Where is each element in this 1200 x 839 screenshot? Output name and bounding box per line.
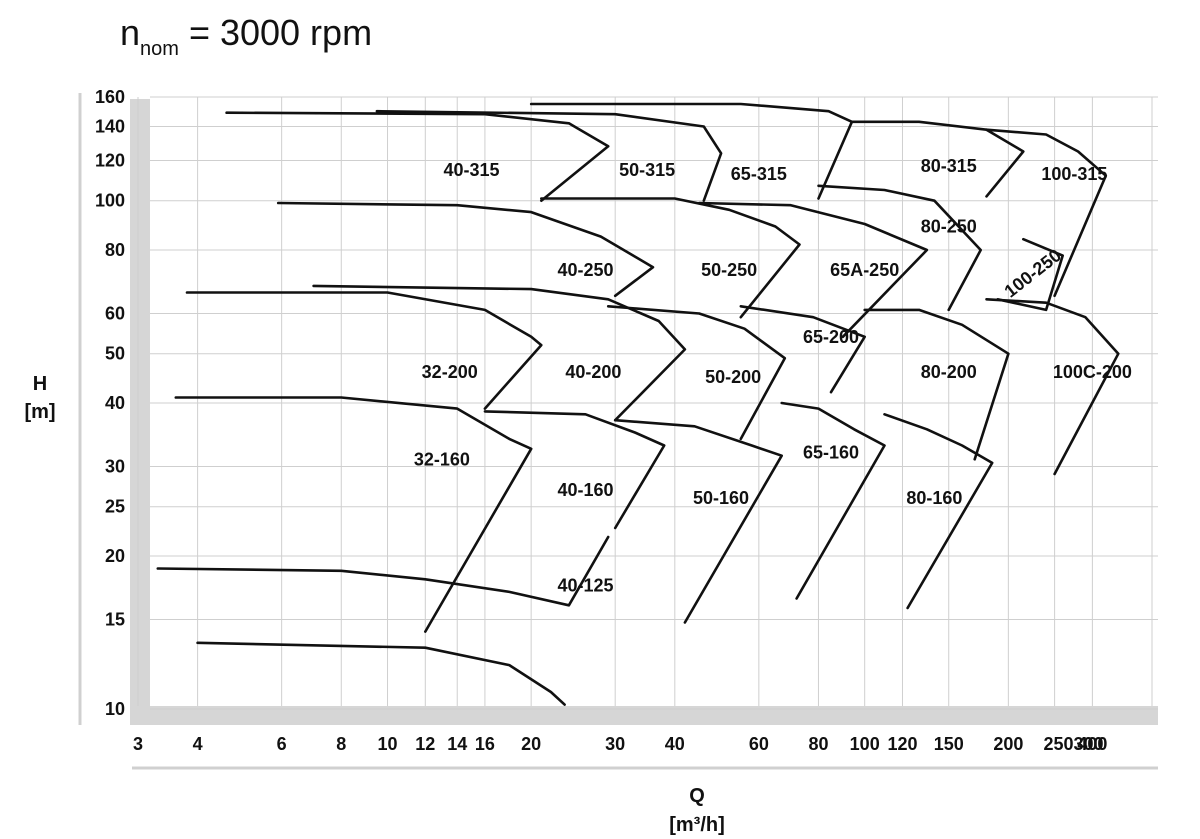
pump-label-40-200: 40-200 [565,362,621,382]
pump-label-65-315: 65-315 [731,164,787,184]
pump-curve-65-315 [529,102,854,200]
pump-curve-50-250 [540,197,801,319]
pump-curve-80-160 [883,413,994,610]
y-tick-label: 25 [105,497,125,517]
pump-labels: 40-315 50-315 65-315 80-315 100-315 40-250 50-… [414,156,1132,595]
pump-curve-50-160 [613,418,783,624]
x-tick-label: 150 [934,734,964,754]
y-tick-label: 100 [95,191,125,211]
pump-curve-40-160 [483,410,666,530]
pump-curve-65-200 [739,305,866,394]
pump-label-80-200: 80-200 [921,362,977,382]
pump-curve-unlabeled-22 [196,641,566,706]
y-axis-band [130,99,150,725]
pump-curve-80-250 [817,184,982,312]
x-tick-label: 100 [850,734,880,754]
pump-curve-32-200 [185,291,543,410]
pump-label-40-160: 40-160 [558,480,614,500]
x-tick-label: 40 [665,734,685,754]
pump-label-80-315: 80-315 [921,156,977,176]
pump-label-65a-250: 65A-250 [830,260,899,280]
pump-curve-40-200 [312,284,687,422]
pump-curve-100-315 [985,128,1108,298]
x-tick-label: 6 [277,734,287,754]
x-tick-label: 30 [605,734,625,754]
x-axis-band [130,706,1158,725]
x-tick-label: 10 [377,734,397,754]
pump-label-40-315: 40-315 [444,160,500,180]
y-tick-label: 60 [105,304,125,324]
pump-curve-100-250 [996,237,1064,312]
pump-curves [156,102,1120,706]
pump-label-50-315: 50-315 [619,160,675,180]
y-tick-label: 120 [95,151,125,171]
pump-curve-80-200 [863,308,1010,461]
x-tick-label: 80 [808,734,828,754]
x-tick-label: 12 [415,734,435,754]
y-tick-label: 20 [105,546,125,566]
pump-curve-100c-200 [985,298,1120,476]
chart-title: nnom = 3000 rpm [120,12,373,60]
pump-curve-65a-250 [697,201,929,339]
pump-curve-32-160 [174,396,533,633]
y-tick-label: 15 [105,610,125,630]
pump-curve-40-250 [276,201,655,298]
y-tick-label: 40 [105,393,125,413]
y-tick-label: 50 [105,344,125,364]
y-tick-label: 80 [105,240,125,260]
pump-label-40-125: 40-125 [558,575,614,595]
x-axis-label: Q [689,785,705,807]
y-axis-unit: [m] [24,401,55,423]
x-tick-label: 16 [475,734,495,754]
pump-label-32-160: 32-160 [414,449,470,469]
x-tick-label: 120 [887,734,917,754]
pump-label-65-160: 65-160 [803,442,859,462]
x-tick-label: 200 [993,734,1023,754]
y-tick-label: 160 [95,87,125,107]
x-tick-label: 60 [749,734,769,754]
pump-curve-40-315 [225,111,610,202]
x-axis-unit: [m³/h] [669,814,725,836]
x-tick-label: 20 [521,734,541,754]
pump-label-100c-200: 100C-200 [1053,362,1132,382]
pump-label-80-250: 80-250 [921,216,977,236]
y-tick-label: 10 [105,699,125,719]
x-tick-label: 3 [133,734,143,754]
x-tick-label: 4 [193,734,203,754]
pump-curve-50-315 [375,109,723,202]
x-tick-label: 400 [1077,734,1107,754]
y-axis-label: H [33,373,47,395]
y-tick-labels: 10 15 20 25 30 40 50 60 80 100 120 140 160 [95,87,125,719]
pump-label-50-160: 50-160 [693,488,749,508]
x-tick-labels: 3 4 6 8 10 12 14 16 20 30 40 60 80 100 120 150 200 250300… [133,734,1107,754]
y-tick-label: 30 [105,457,125,477]
y-tick-label: 140 [95,116,125,136]
pump-label-80-160: 80-160 [906,488,962,508]
pump-label-65-200: 65-200 [803,327,859,347]
pump-curve-50-200 [606,305,787,441]
pump-label-32-200: 32-200 [422,362,478,382]
pump-curve-40-125 [156,535,610,607]
x-tick-label: 14 [447,734,467,754]
grid [137,96,1158,710]
x-tick-label: 250300 [1043,734,1103,754]
pump-label-50-200: 50-200 [705,367,761,387]
pump-label-50-250: 50-250 [701,260,757,280]
pump-label-100-315: 100-315 [1041,164,1107,184]
x-tick-label: 8 [336,734,346,754]
pump-curve-65-160 [780,401,886,600]
pump-label-40-250: 40-250 [558,260,614,280]
